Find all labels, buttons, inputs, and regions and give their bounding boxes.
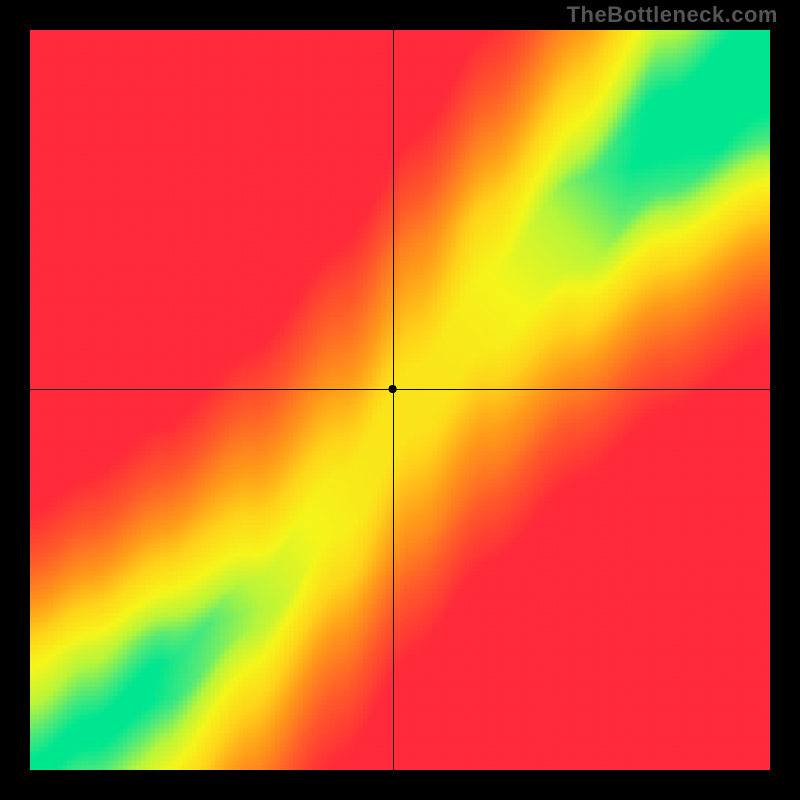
bottleneck-heatmap [30,30,770,770]
watermark-text: TheBottleneck.com [567,2,778,28]
chart-container: { "watermark": { "text": "TheBottleneck.… [0,0,800,800]
